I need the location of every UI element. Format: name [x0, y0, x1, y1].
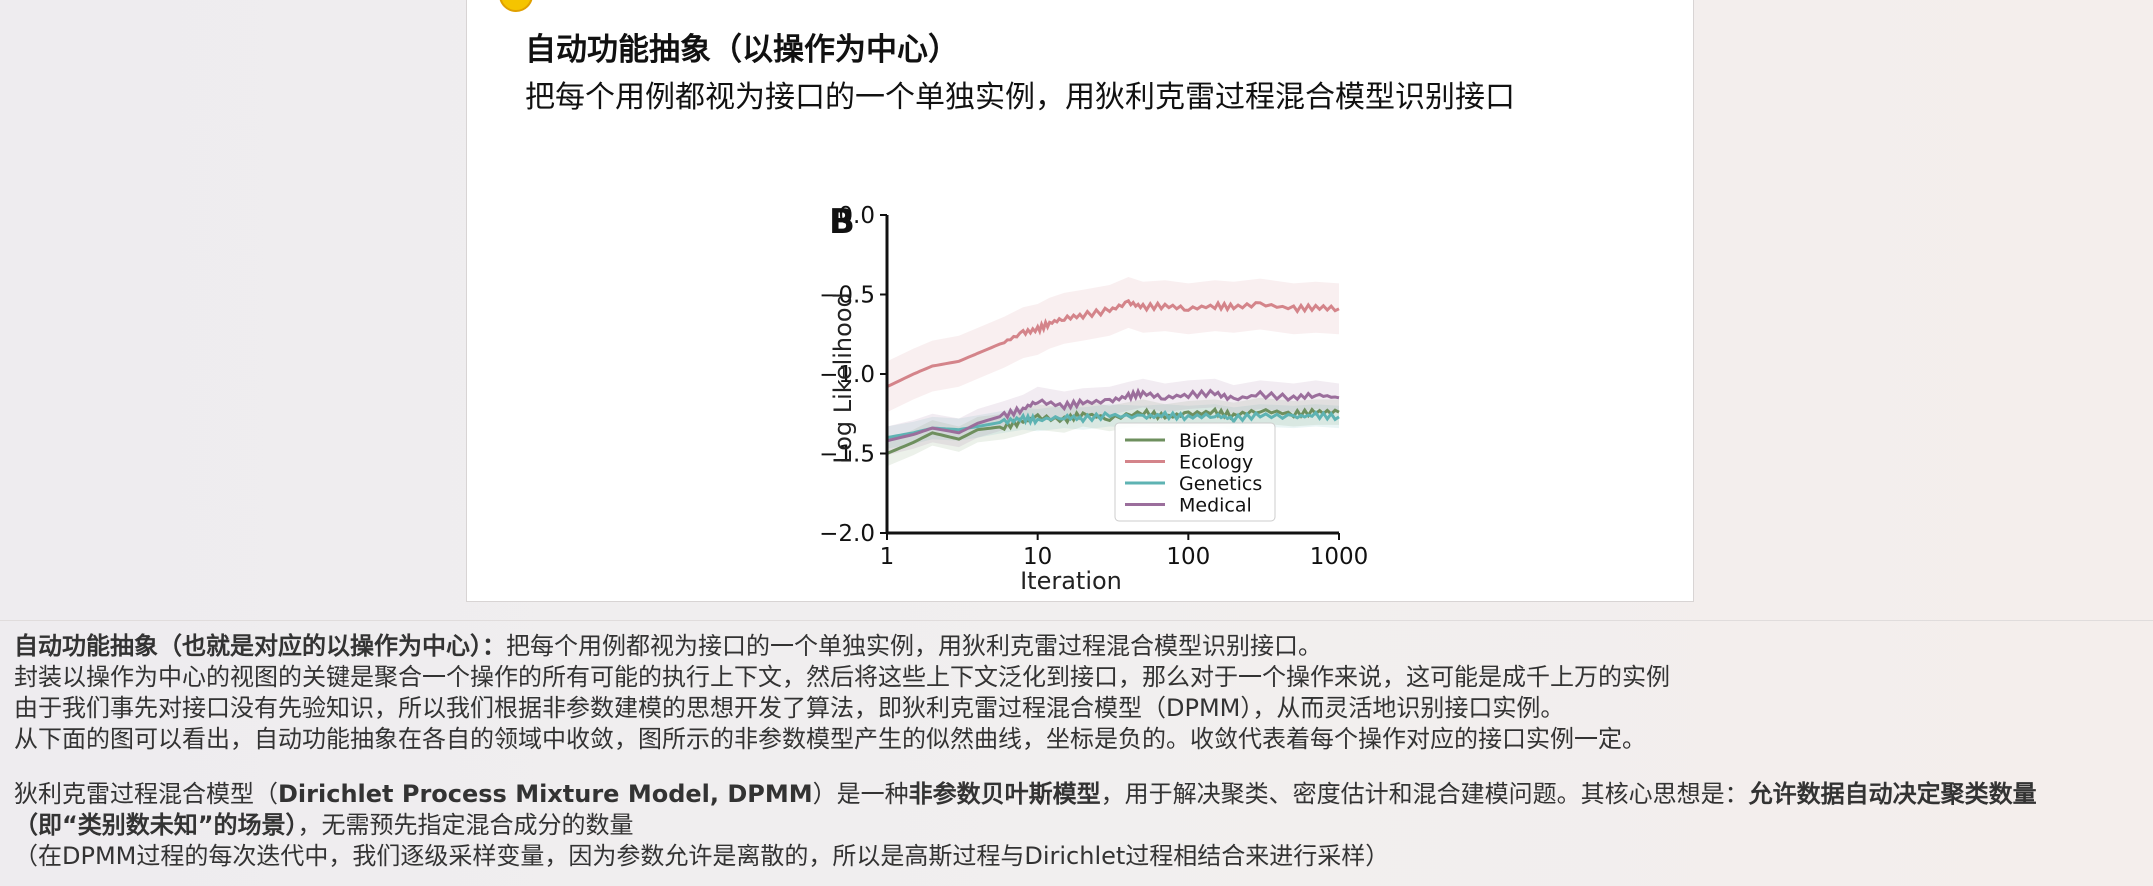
panel-letter: B — [829, 202, 855, 242]
notes-line-1-bold: 自动功能抽象（也就是对应的以操作为中心）： — [14, 632, 506, 660]
notes-line-5-c: ）是一种 — [812, 780, 909, 808]
y-axis-label: Log Likelihood — [829, 292, 857, 464]
y-tick-label: 0.0 — [838, 203, 875, 229]
x-tick-label: 100 — [1166, 544, 1210, 570]
notes-line-3: 由于我们事先对接口没有先验知识，所以我们根据非参数建模的思想开发了算法，即狄利克… — [14, 694, 1565, 722]
notes-line-2: 封装以操作为中心的视图的关键是聚合一个操作的所有可能的执行上下文，然后将这些上下… — [14, 663, 1670, 691]
x-tick-label: 1000 — [1310, 544, 1369, 570]
notes-spacer — [14, 755, 2139, 779]
slide-title: 自动功能抽象（以操作为中心） — [525, 32, 959, 68]
notes-line-6-b: ，无需预先指定混合成分的数量 — [297, 811, 634, 839]
slide-canvas: 自动功能抽象（以操作为中心） 把每个用例都视为接口的一个单独实例，用狄利克雷过程… — [466, 0, 1694, 602]
legend-box — [1114, 422, 1276, 522]
series-line-genetics — [886, 410, 1340, 440]
log-likelihood-chart: B 0.0 −0.5 −1.0 −1.5 −2.0 1 10 100 1000 Log Like… — [819, 195, 1379, 600]
legend-label-bioeng: BioEng — [1179, 430, 1245, 452]
series-line-medical — [886, 387, 1340, 443]
x-tick-label: 1 — [880, 544, 895, 570]
notes-line-6: （即“类别数未知”的场景），无需预先指定混合成分的数量 — [14, 810, 2139, 841]
legend-label-ecology: Ecology — [1179, 452, 1253, 474]
notes-line-5-b: Dirichlet Process Mixture Model, DPMM — [278, 780, 813, 808]
notes-line-1: 自动功能抽象（也就是对应的以操作为中心）：把每个用例都视为接口的一个单独实例，用… — [14, 631, 2139, 662]
y-tick-label: −0.5 — [819, 283, 875, 309]
x-tick-label: 10 — [1023, 544, 1052, 570]
notes-line-4: 从下面的图可以看出，自动功能抽象在各自的领域中收敛，图所示的非参数模型产生的似然… — [14, 725, 1646, 753]
slide-subtitle: 把每个用例都视为接口的一个单独实例，用狄利克雷过程混合模型识别接口 — [525, 80, 1515, 115]
notes-line-5: 狄利克雷过程混合模型（Dirichlet Process Mixture Mod… — [14, 779, 2139, 810]
series-line-ecology — [886, 298, 1340, 389]
series-band-ecology — [887, 277, 1339, 413]
y-tick-label: −2.0 — [819, 521, 875, 547]
notes-line-5-d: 非参数贝叶斯模型 — [908, 780, 1101, 808]
notes-line-6-a: （即“类别数未知”的场景） — [14, 811, 298, 839]
y-tick-label: −1.0 — [819, 362, 875, 388]
logo-icon — [499, 0, 533, 12]
y-tick-label: −1.5 — [819, 442, 875, 468]
notes-line-7: （在DPMM过程的每次迭代中，我们逐级采样变量，因为参数允许是离散的，所以是高斯… — [14, 842, 1390, 870]
notes-line-1-text: 把每个用例都视为接口的一个单独实例，用狄利克雷过程混合模型识别接口。 — [506, 632, 1322, 660]
notes-line-5-e: ，用于解决聚类、密度估计和混合建模问题。其核心思想是： — [1100, 780, 1749, 808]
notes-line-5-f: 允许数据自动决定聚类数量 — [1748, 780, 2037, 808]
speaker-notes: 自动功能抽象（也就是对应的以操作为中心）：把每个用例都视为接口的一个单独实例，用… — [0, 620, 2153, 886]
notes-line-5-a: 狄利克雷过程混合模型（ — [14, 780, 278, 808]
legend-label-medical: Medical — [1179, 495, 1252, 517]
x-axis-label: Iteration — [1020, 567, 1122, 595]
legend-label-genetics: Genetics — [1179, 473, 1262, 495]
